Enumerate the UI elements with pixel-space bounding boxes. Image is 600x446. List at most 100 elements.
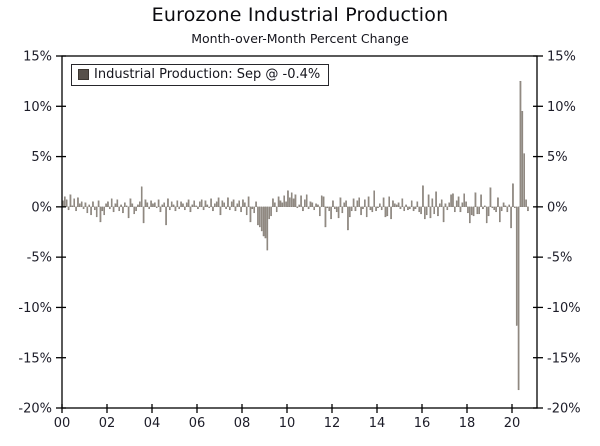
bar	[435, 191, 437, 208]
bar	[137, 204, 139, 208]
bar	[178, 206, 180, 210]
y-tick-label-right: -20%	[547, 402, 581, 417]
bar	[82, 206, 85, 210]
bar	[397, 202, 400, 208]
bar	[262, 206, 265, 237]
bar	[422, 185, 424, 208]
bar	[377, 206, 379, 209]
bar	[523, 153, 525, 208]
y-tick-label-left: 5%	[31, 150, 52, 165]
bar	[292, 198, 295, 208]
bar	[302, 206, 304, 212]
x-tick-label: 02	[99, 416, 116, 431]
bar	[365, 206, 368, 218]
bar	[418, 206, 420, 213]
bar	[386, 206, 389, 217]
bar	[189, 206, 192, 213]
bar	[433, 206, 435, 215]
bar	[339, 197, 342, 208]
bar	[484, 205, 486, 208]
bar	[152, 203, 154, 208]
bar	[416, 201, 419, 208]
bar	[510, 206, 512, 229]
bar	[440, 199, 443, 208]
bar	[230, 201, 233, 208]
bar	[410, 200, 413, 208]
bar	[238, 200, 240, 208]
bar	[84, 202, 87, 208]
y-tick-label-left: 0%	[31, 200, 52, 215]
bar	[362, 206, 364, 210]
bar	[161, 204, 164, 208]
bar	[337, 206, 340, 219]
bar	[480, 194, 482, 208]
bar	[326, 206, 329, 209]
chart-title: Eurozone Industrial Production	[151, 4, 449, 26]
bar	[305, 194, 308, 208]
bar	[470, 206, 473, 216]
y-tick-label-right: 5%	[547, 150, 568, 165]
bar	[180, 201, 182, 208]
bar	[197, 206, 199, 210]
bar	[504, 205, 507, 208]
bar	[388, 196, 390, 208]
bar	[125, 205, 128, 208]
bar	[65, 199, 68, 208]
bar	[442, 206, 445, 223]
bar	[519, 80, 522, 207]
bar	[232, 199, 235, 208]
bar	[139, 201, 141, 208]
x-tick-label: 08	[234, 416, 251, 431]
legend-label: Industrial Production: Sep @ -0.4%	[94, 67, 321, 82]
bar	[472, 206, 475, 217]
x-tick-label: 14	[369, 416, 386, 431]
bar	[356, 200, 359, 208]
bar	[463, 193, 465, 207]
bar	[439, 203, 441, 208]
bar	[405, 204, 407, 208]
y-tick-label-right: -10%	[547, 301, 581, 316]
bar	[249, 206, 252, 223]
bar	[257, 206, 259, 226]
bar	[287, 190, 289, 208]
bar	[497, 197, 499, 208]
bar	[448, 202, 450, 208]
x-tick-label: 12	[324, 416, 341, 431]
bar	[219, 206, 222, 216]
bar	[307, 206, 310, 210]
bar	[457, 196, 460, 208]
y-tick-label-left: 10%	[23, 100, 52, 115]
bar	[474, 192, 477, 208]
bar	[109, 206, 111, 210]
bar	[512, 183, 514, 208]
bar	[185, 202, 188, 208]
bar	[260, 206, 263, 232]
bar	[403, 206, 405, 212]
bar	[127, 206, 130, 219]
bar	[371, 206, 374, 213]
bar	[493, 206, 495, 211]
bar	[384, 206, 387, 218]
bar	[525, 199, 527, 208]
bar	[322, 196, 325, 208]
bar	[478, 206, 480, 215]
bar	[223, 202, 225, 208]
bar	[268, 206, 270, 220]
bar	[210, 198, 212, 208]
bar	[491, 206, 494, 209]
bar	[266, 206, 269, 251]
bar	[103, 206, 105, 216]
bar	[425, 206, 428, 216]
bar	[304, 199, 306, 208]
bar	[294, 194, 297, 208]
bar	[240, 206, 242, 213]
y-tick-label-left: -20%	[18, 402, 52, 417]
y-tick-label-right: -15%	[547, 351, 581, 366]
bar	[489, 187, 492, 208]
bar	[270, 206, 272, 217]
y-tick-label-left: -5%	[27, 251, 52, 266]
bar	[495, 206, 497, 213]
bar	[75, 206, 77, 212]
x-tick-label: 10	[279, 416, 296, 431]
